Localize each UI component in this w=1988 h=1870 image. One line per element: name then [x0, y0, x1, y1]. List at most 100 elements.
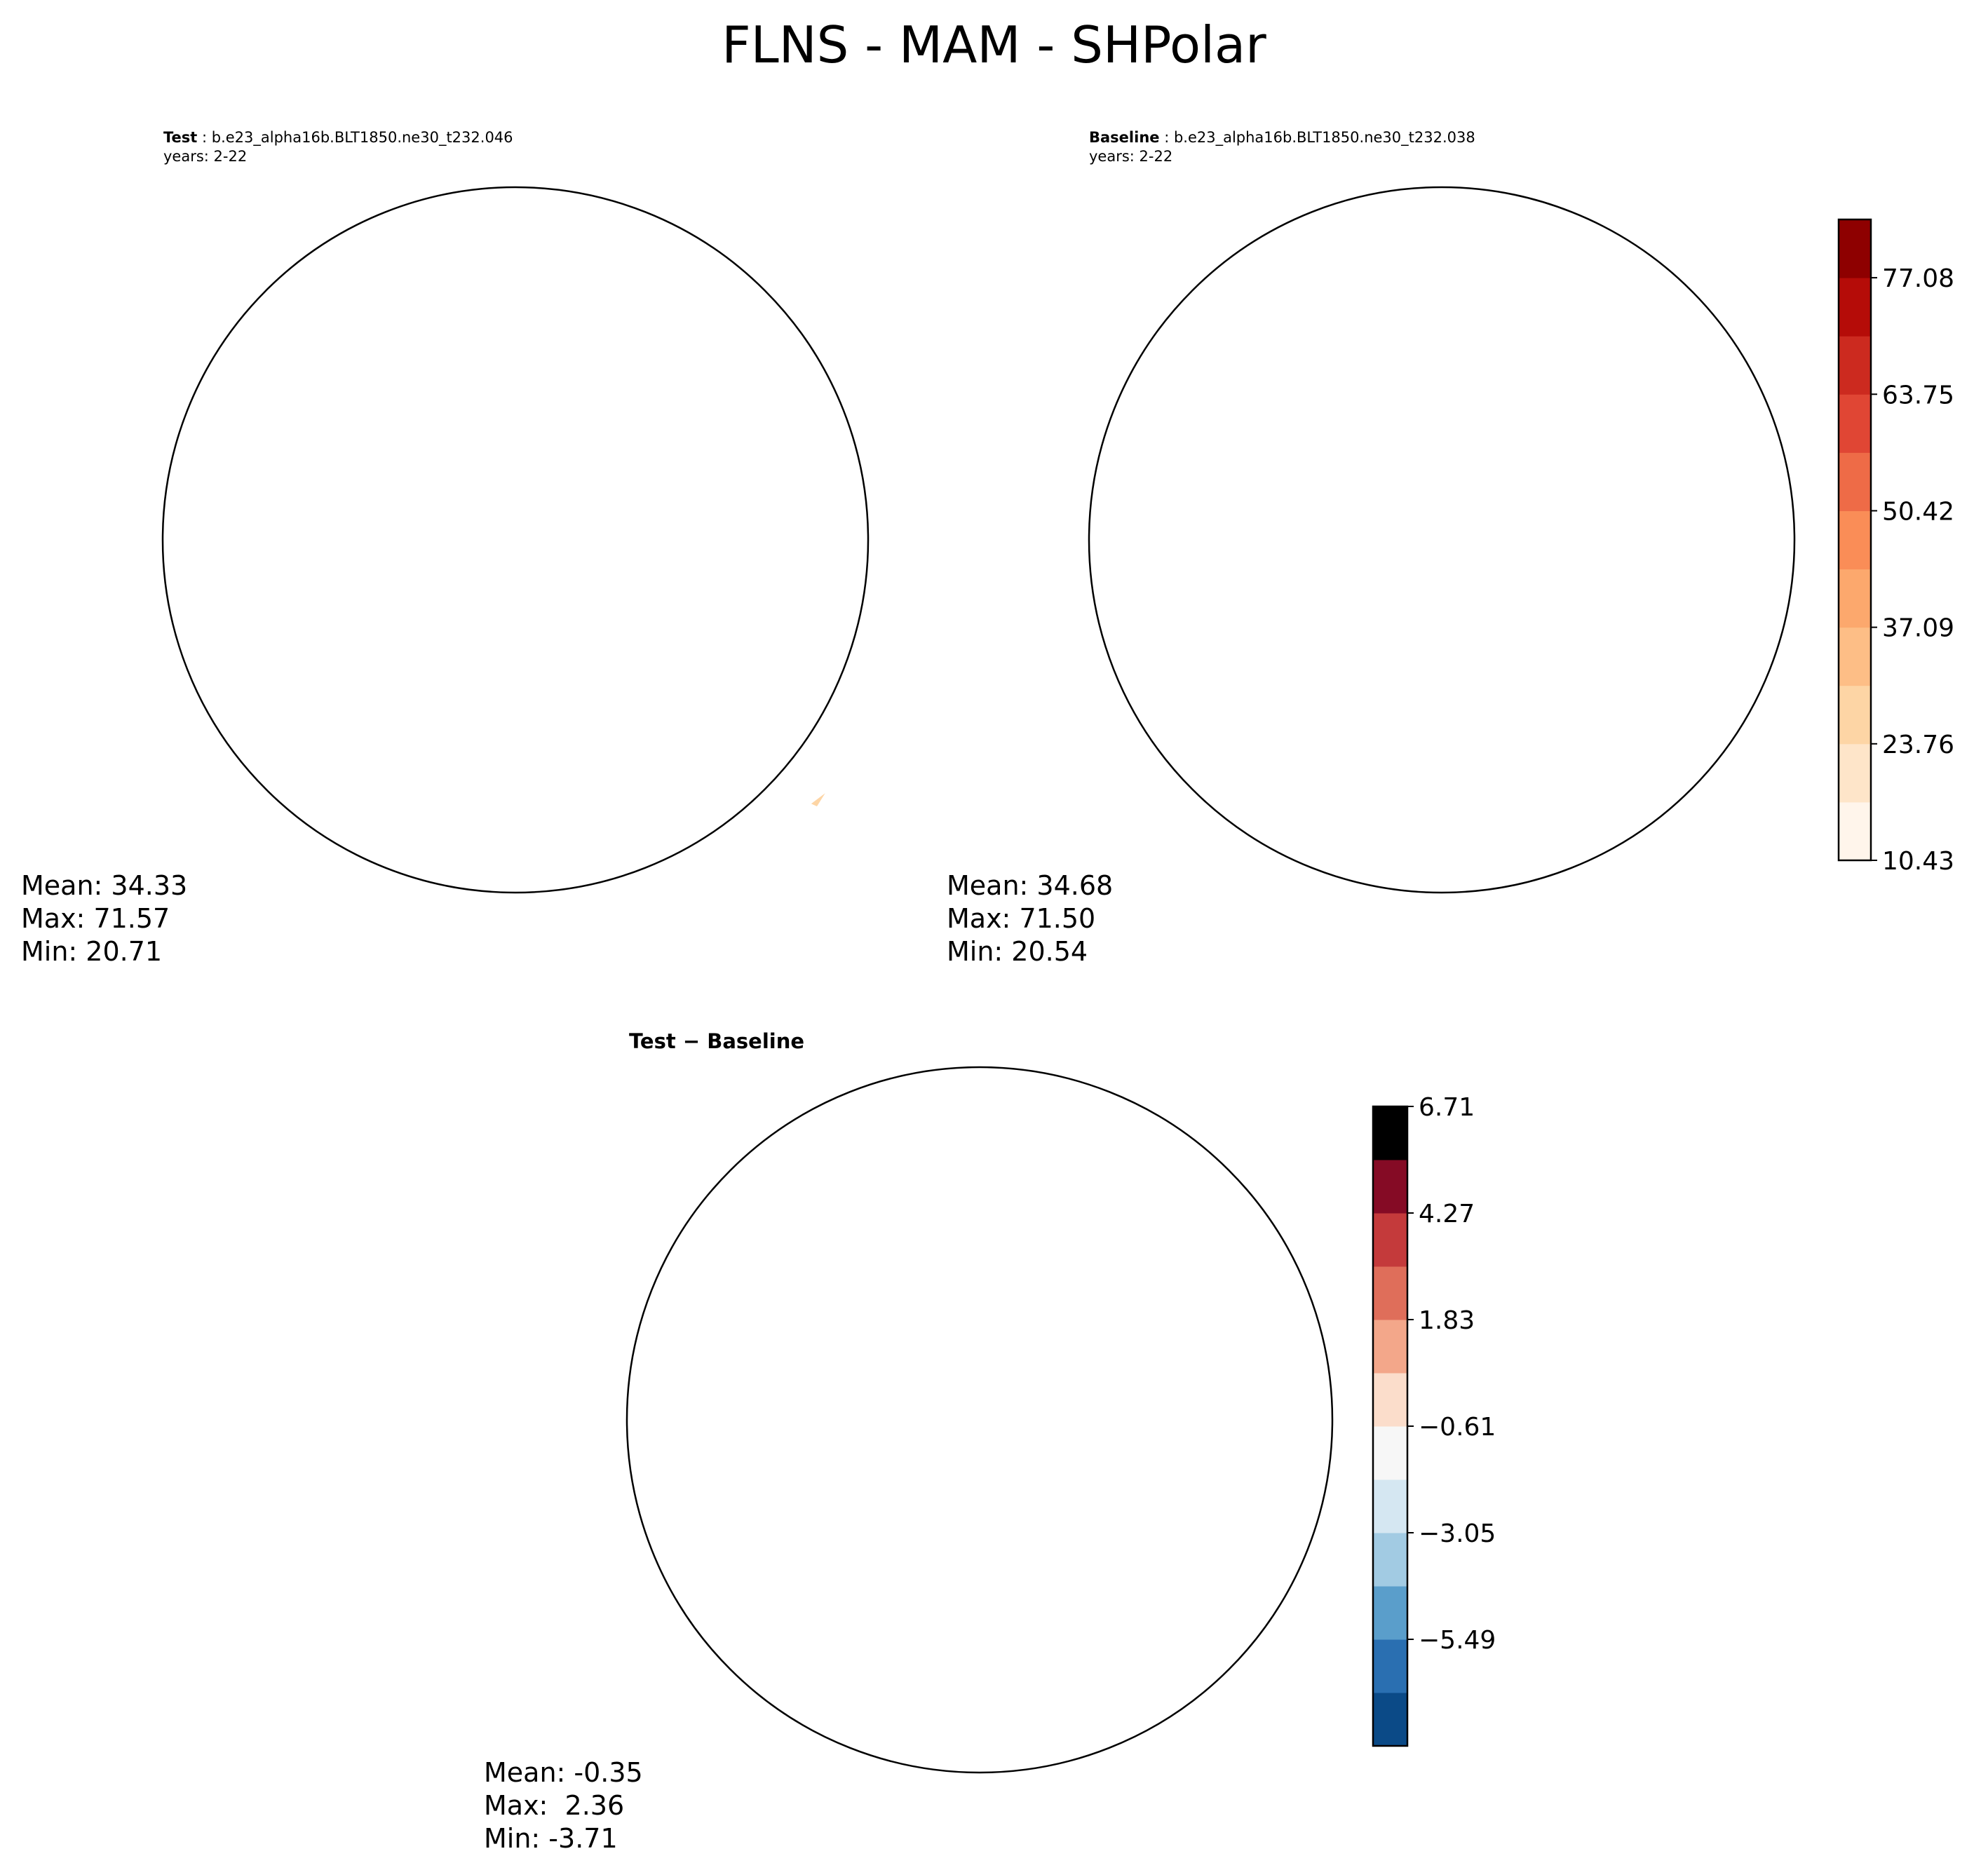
difference-map-region — [804, 1434, 825, 1469]
test-case-name: : b.e23_alpha16b.BLT1850.ne30_t232.046 — [197, 129, 513, 146]
difference-colorbar-swatch — [1373, 1426, 1407, 1480]
difference-colorbar-swatch — [1373, 1320, 1407, 1374]
baseline-map-frame — [1088, 186, 1796, 894]
baseline-map-region — [1348, 428, 1577, 632]
baseline-colorbar-swatch — [1839, 510, 1871, 570]
baseline-map-region — [1365, 491, 1393, 519]
difference-colorbar-swatch — [1373, 1586, 1407, 1640]
test-map-region — [163, 259, 354, 750]
baseline-map-region — [1089, 358, 1168, 512]
difference-colorbar-swatch — [1373, 1213, 1407, 1267]
difference-mean: Mean: -0.35 — [484, 1757, 643, 1788]
baseline-case-name: : b.e23_alpha16b.BLT1850.ne30_t232.038 — [1159, 129, 1475, 146]
difference-colorbar-tick-label: −0.61 — [1419, 1413, 1496, 1442]
baseline-map-region — [1547, 449, 1617, 526]
baseline-colorbar-tick-label: 63.75 — [1882, 381, 1954, 409]
difference-map-region — [886, 1557, 1064, 1676]
baseline-colorbar-tick-label: 50.42 — [1882, 497, 1954, 526]
test-map-region — [543, 638, 572, 680]
test-years: years: 2-22 — [163, 148, 248, 165]
test-panel-title: Test : b.e23_alpha16b.BLT1850.ne30_t232.… — [163, 128, 513, 166]
test-max: Max: 71.57 — [21, 903, 170, 934]
baseline-mean: Mean: 34.68 — [947, 870, 1114, 901]
baseline-map-background — [1089, 187, 1794, 893]
difference-map-region — [1008, 1532, 1036, 1574]
test-map — [163, 198, 868, 893]
baseline-colorbar-swatch — [1839, 801, 1871, 861]
test-map-region — [529, 396, 586, 421]
test-map-region — [621, 449, 691, 526]
difference-map-region — [1190, 1469, 1274, 1525]
test-map-region — [421, 428, 651, 632]
test-map-region — [346, 198, 868, 680]
baseline-map-region — [1456, 396, 1512, 421]
baseline-antarctica-coastline — [1261, 389, 1628, 691]
baseline-colorbar-frame — [1837, 218, 1872, 862]
baseline-map-region — [1095, 414, 1123, 449]
baseline-colorbar-tick-label: 10.43 — [1882, 847, 1954, 876]
test-map-region — [168, 414, 196, 449]
difference-map-region — [1078, 1668, 1232, 1734]
baseline-colorbar-swatch — [1839, 569, 1871, 628]
test-map-region — [473, 470, 607, 561]
difference-map-region — [822, 1374, 839, 1399]
test-map-region — [388, 374, 698, 686]
difference-map-region — [959, 1160, 1008, 1195]
baseline-max: Max: 71.50 — [947, 903, 1096, 934]
difference-map-region — [940, 1240, 1164, 1548]
baseline-colorbar-swatch — [1839, 394, 1871, 453]
difference-colorbar-swatch — [1373, 1266, 1407, 1320]
difference-colorbar-tick-label: −3.05 — [1419, 1519, 1496, 1548]
baseline-map-region — [1470, 638, 1498, 680]
difference-map-region — [797, 1658, 868, 1717]
difference-map — [627, 1067, 1332, 1773]
difference-map-region — [973, 1252, 1043, 1294]
difference-map-frame — [626, 1066, 1334, 1774]
difference-colorbar-swatch — [1373, 1160, 1407, 1214]
baseline-map-region — [1400, 470, 1533, 561]
baseline-label: Baseline — [1089, 129, 1160, 146]
difference-panel-title: Test − Baseline — [629, 1029, 805, 1053]
baseline-island-coastline — [1736, 417, 1749, 429]
baseline-colorbar-swatch — [1839, 219, 1871, 278]
baseline-map-region — [1435, 603, 1477, 645]
test-map-region — [508, 603, 550, 645]
difference-south-america-coastline — [633, 1315, 710, 1367]
baseline-map-region — [1268, 330, 1650, 718]
difference-stats: Mean: -0.35 Max: 2.36 Min: -3.71 — [484, 1756, 643, 1855]
test-label: Test — [163, 129, 198, 146]
difference-map-region — [719, 1324, 915, 1560]
baseline-colorbar-swatch — [1839, 278, 1871, 337]
baseline-map-region — [1273, 198, 1794, 666]
difference-colorbar-tick-label: 6.71 — [1419, 1093, 1475, 1122]
test-map-region — [163, 358, 242, 512]
difference-map-region — [1134, 1273, 1316, 1392]
difference-colorbar-swatch — [1373, 1693, 1407, 1747]
baseline-colorbar-tick-label: 37.09 — [1882, 614, 1954, 643]
test-mean: Mean: 34.33 — [21, 870, 188, 901]
baseline-colorbar-tick-label: 23.76 — [1882, 731, 1954, 759]
test-map-region — [670, 477, 691, 505]
baseline-colorbar-swatch — [1839, 685, 1871, 745]
difference-max: Max: 2.36 — [484, 1790, 625, 1821]
baseline-colorbar-swatch — [1839, 627, 1871, 686]
difference-colorbar-swatch — [1373, 1479, 1407, 1533]
difference-map-region — [1008, 1498, 1148, 1589]
test-island-coastline — [810, 417, 823, 429]
baseline-south-america-coastline — [1095, 435, 1172, 487]
baseline-map-region — [1547, 659, 1778, 806]
baseline-colorbar-swatch — [1839, 452, 1871, 511]
difference-colorbar-swatch — [1373, 1533, 1407, 1587]
difference-map-region — [643, 1240, 748, 1317]
difference-map-region — [627, 1322, 661, 1350]
difference-colorbar-tick-label: 4.27 — [1419, 1200, 1475, 1228]
difference-colorbar: 6.71 4.27 1.83 −0.61 −3.05 −5.49 — [1372, 1093, 1496, 1747]
difference-colorbar-swatch — [1373, 1106, 1407, 1160]
difference-colorbar-swatch — [1373, 1373, 1407, 1427]
baseline-map-region — [1089, 259, 1280, 750]
difference-island-coastline — [1274, 1297, 1287, 1309]
test-antarctica-coastline — [334, 389, 701, 691]
difference-map-region — [762, 1122, 1142, 1300]
baseline-map-region — [1596, 477, 1617, 505]
